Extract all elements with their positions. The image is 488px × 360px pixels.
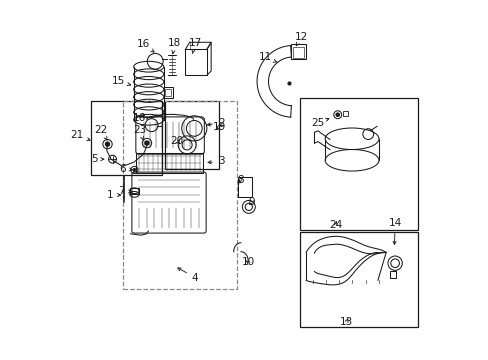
Text: 1: 1 [106,190,121,200]
Text: 14: 14 [387,218,401,244]
Bar [91,101,162,175]
Text: 13: 13 [339,317,353,327]
Text: 19: 19 [212,122,225,132]
Text: 24: 24 [328,220,342,230]
Text: 16: 16 [137,39,154,52]
Bar [291,44,305,59]
Text: 3: 3 [208,156,224,166]
Text: 22: 22 [94,125,107,140]
Text: 20: 20 [170,136,183,146]
Text: 16: 16 [133,113,146,123]
Text: 7: 7 [118,186,131,196]
Bar [129,188,139,194]
Circle shape [335,113,339,117]
Text: 6: 6 [119,163,132,174]
Text: 2: 2 [207,118,224,128]
Bar [136,153,202,173]
Bar [163,87,172,98]
Bar [185,49,206,75]
Text: 12: 12 [294,32,307,46]
Text: 25: 25 [311,118,328,128]
Bar [164,101,219,169]
Bar [300,98,418,230]
Text: 21: 21 [70,130,90,140]
Text: 5: 5 [91,154,103,164]
Bar [164,89,171,96]
Text: 15: 15 [111,76,130,86]
Circle shape [144,141,149,145]
Bar [122,101,236,289]
Bar [343,111,347,116]
Text: 11: 11 [258,52,277,62]
Text: 4: 4 [178,268,198,283]
Text: 18: 18 [167,38,181,54]
Text: 10: 10 [241,257,254,267]
Text: 9: 9 [248,197,254,207]
Bar [292,47,303,58]
Circle shape [105,142,109,146]
Text: 17: 17 [188,38,201,54]
Circle shape [133,168,136,171]
Bar [300,232,418,327]
Bar [238,177,252,197]
Bar [389,271,395,278]
Text: 8: 8 [236,175,243,185]
Text: 23: 23 [133,125,146,140]
